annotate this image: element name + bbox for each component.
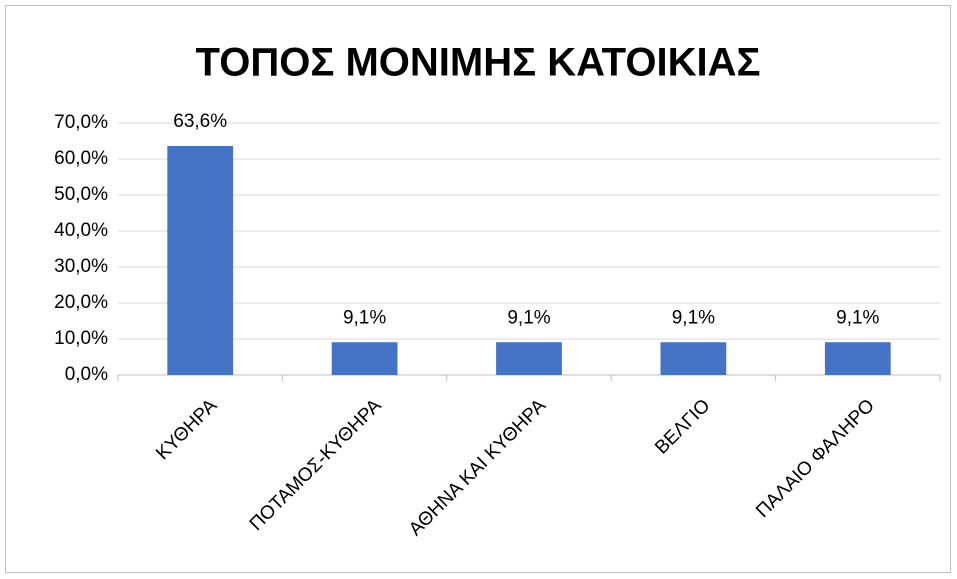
bar — [824, 342, 891, 375]
data-label: 9,1% — [836, 307, 879, 328]
y-tick-label: 10,0% — [54, 328, 108, 349]
y-tick-label: 60,0% — [54, 148, 108, 169]
data-label: 9,1% — [672, 307, 715, 328]
data-label: 9,1% — [507, 307, 550, 328]
bar — [331, 342, 398, 375]
y-tick-label: 40,0% — [54, 220, 108, 241]
y-tick-label: 0,0% — [65, 364, 108, 385]
bar — [167, 146, 234, 375]
chart-border — [5, 5, 951, 573]
bar — [496, 342, 562, 375]
chart-title: ΤΟΠΟΣ ΜΟΝΙΜΗΣ ΚΑΤΟΙΚΙΑΣ — [196, 41, 761, 85]
y-tick-label: 70,0% — [54, 112, 108, 133]
y-tick-label: 50,0% — [54, 184, 108, 205]
y-tick-label: 20,0% — [54, 292, 108, 313]
bar — [660, 342, 727, 375]
data-label: 9,1% — [343, 307, 386, 328]
data-label: 63,6% — [173, 111, 227, 132]
y-tick-label: 30,0% — [54, 256, 108, 277]
